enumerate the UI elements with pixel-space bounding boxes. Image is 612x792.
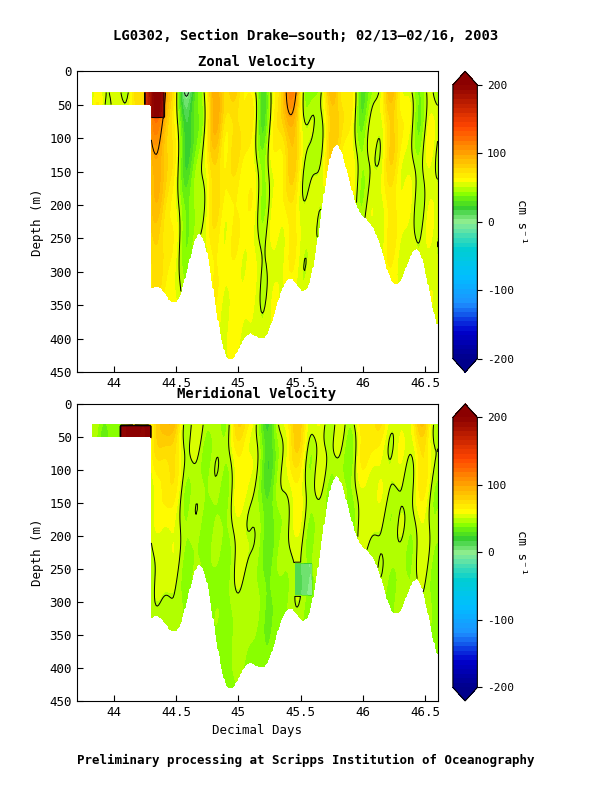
Y-axis label: cm s⁻¹: cm s⁻¹ <box>515 200 528 244</box>
Y-axis label: cm s⁻¹: cm s⁻¹ <box>515 530 528 575</box>
PathPatch shape <box>453 71 477 85</box>
PathPatch shape <box>453 404 477 417</box>
Y-axis label: Depth (m): Depth (m) <box>31 519 43 586</box>
Title: Zonal Velocity: Zonal Velocity <box>198 55 316 69</box>
Text: LG0302, Section Drake–south; 02/13–02/16, 2003: LG0302, Section Drake–south; 02/13–02/16… <box>113 29 499 44</box>
PathPatch shape <box>453 687 477 701</box>
PathPatch shape <box>453 359 477 372</box>
Text: Preliminary processing at Scripps Institution of Oceanography: Preliminary processing at Scripps Instit… <box>77 753 535 767</box>
Y-axis label: Depth (m): Depth (m) <box>31 188 43 256</box>
X-axis label: Decimal Days: Decimal Days <box>212 725 302 737</box>
Title: Meridional Velocity: Meridional Velocity <box>177 387 337 402</box>
